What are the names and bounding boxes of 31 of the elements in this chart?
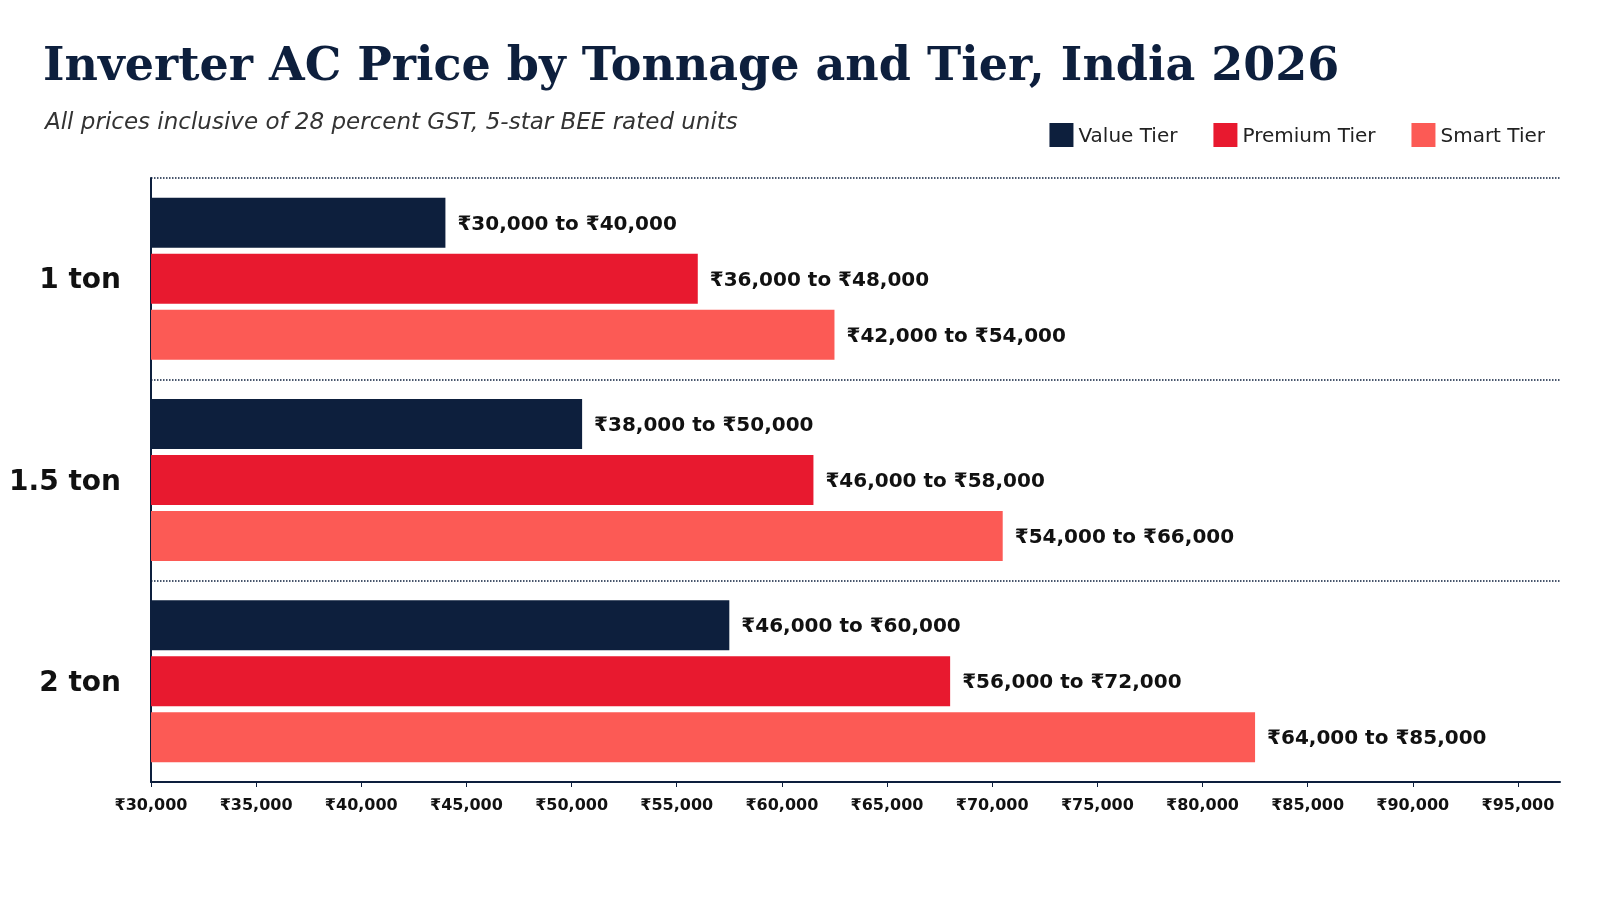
data-label: ₹56,000 to ₹72,000 xyxy=(962,669,1182,694)
data-label: ₹42,000 to ₹54,000 xyxy=(846,322,1066,347)
x-tick-label: ₹40,000 xyxy=(324,794,398,814)
x-tick-label: ₹80,000 xyxy=(1166,794,1239,814)
x-tick-label: ₹45,000 xyxy=(430,794,503,814)
data-label: ₹64,000 to ₹85,000 xyxy=(1267,725,1487,750)
data-label: ₹36,000 to ₹48,000 xyxy=(709,266,930,291)
x-tick-label: ₹65,000 xyxy=(850,794,924,814)
data-label: ₹46,000 to ₹58,000 xyxy=(825,468,1045,492)
y-tick-label: 1.5 ton xyxy=(9,463,121,497)
legend-label: Premium Tier xyxy=(1242,123,1377,147)
x-tick-label: ₹30,000 xyxy=(114,794,188,814)
legend-label: Value Tier xyxy=(1078,123,1179,147)
x-tick-label: ₹90,000 xyxy=(1376,794,1450,814)
x-tick-label: ₹35,000 xyxy=(219,794,293,814)
x-tick-label: ₹60,000 xyxy=(745,794,819,814)
data-label: ₹54,000 to ₹66,000 xyxy=(1014,524,1235,548)
x-tick-label: ₹85,000 xyxy=(1271,794,1345,814)
y-tick-label: 2 ton xyxy=(39,664,121,698)
chart-subtitle: All prices inclusive of 28 percent GST, 5-star BEE rated units xyxy=(43,107,738,134)
x-tick-label: ₹75,000 xyxy=(1060,794,1134,814)
x-tick-label: ₹70,000 xyxy=(955,794,1029,814)
y-tick-label: 1 ton xyxy=(39,262,121,296)
chart-title: Inverter AC Price by Tonnage and Tier, India 2026 xyxy=(43,37,1340,91)
legend-label: Smart Tier xyxy=(1440,123,1546,147)
x-tick-label: ₹55,000 xyxy=(640,794,714,814)
data-label: ₹46,000 to ₹60,000 xyxy=(741,613,961,638)
data-label: ₹38,000 to ₹50,000 xyxy=(594,412,814,436)
x-tick-label: ₹95,000 xyxy=(1481,794,1555,814)
data-label: ₹30,000 to ₹40,000 xyxy=(457,210,677,235)
x-tick-label: ₹50,000 xyxy=(535,794,609,814)
